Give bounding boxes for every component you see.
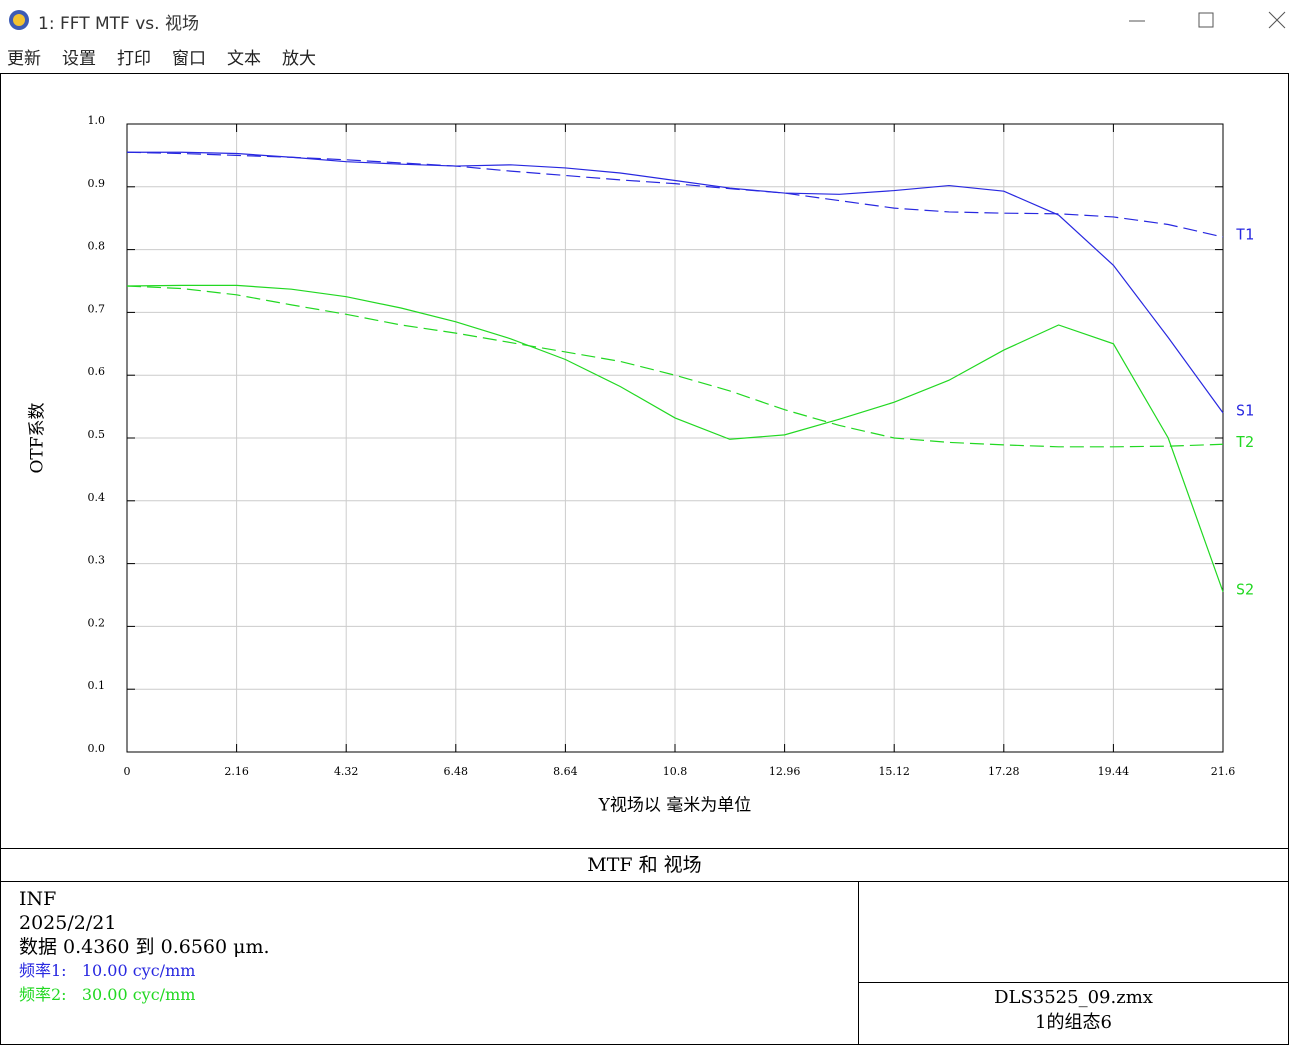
title-bar: 1: FFT MTF vs. 视场 xyxy=(0,0,1289,40)
menu-item[interactable]: 更新 xyxy=(7,49,41,69)
y-tick-label: 0.7 xyxy=(88,302,106,315)
series-line xyxy=(127,151,1224,414)
x-tick-label: 19.44 xyxy=(1098,765,1130,778)
x-tick-label: 15.12 xyxy=(878,765,910,778)
y-tick-label: 0.8 xyxy=(88,240,106,253)
menu-item[interactable]: 放大 xyxy=(282,49,316,69)
series-label: T2 xyxy=(1236,433,1254,451)
series-line xyxy=(126,285,1224,448)
chart-frame xyxy=(0,73,1289,849)
menu-item[interactable]: 窗口 xyxy=(172,49,206,69)
x-tick-label: 10.8 xyxy=(663,765,688,778)
frequency-line: 频率1: 10.00 cyc/mm xyxy=(19,961,196,980)
close-button[interactable] xyxy=(1268,11,1286,29)
menu-item[interactable]: 文本 xyxy=(227,49,261,69)
series-label: T1 xyxy=(1236,226,1254,244)
footer: MTF 和 视场 INF 2025/2/21 数据 0.4360 到 0.6560 … xyxy=(0,848,1289,1045)
config: 1的组态6 xyxy=(1035,1012,1112,1033)
y-tick-label: 1.0 xyxy=(88,114,106,127)
y-tick-label: 0.2 xyxy=(88,616,106,629)
x-tick-label: 12.96 xyxy=(769,765,801,778)
y-tick-label: 0.3 xyxy=(88,554,106,567)
menu-item[interactable]: 打印 xyxy=(117,49,151,69)
x-tick-label: 17.28 xyxy=(988,765,1020,778)
series-line xyxy=(126,151,1224,238)
info-line: 数据 0.4360 到 0.6560 μm. xyxy=(19,936,270,958)
y-tick-label: 0.0 xyxy=(88,742,106,755)
info-line: 2025/2/21 xyxy=(19,912,117,934)
window-title: 1: FFT MTF vs. 视场 xyxy=(38,14,199,34)
window-chrome xyxy=(9,10,1286,30)
x-tick-label: 4.32 xyxy=(334,765,359,778)
info-line: INF xyxy=(19,888,57,910)
x-tick-label: 6.48 xyxy=(444,765,469,778)
footer-title: MTF 和 视场 xyxy=(1,849,1288,882)
x-tick-label: 0 xyxy=(124,765,131,778)
file-name: DLS3525_09.zmx xyxy=(994,987,1153,1008)
frequency-line: 频率2: 30.00 cyc/mm xyxy=(19,985,196,1004)
y-tick-label: 0.4 xyxy=(88,491,106,504)
x-axis-label: Y视场以 毫米为单位 xyxy=(598,796,752,816)
x-tick-label: 2.16 xyxy=(224,765,249,778)
y-tick-label: 0.1 xyxy=(88,679,106,692)
x-tick-label: 8.64 xyxy=(553,765,578,778)
series-line xyxy=(126,284,1224,593)
y-axis-label: OTF系数 xyxy=(28,402,48,473)
y-tick-label: 0.6 xyxy=(88,365,106,378)
info-box: INF 2025/2/21 数据 0.4360 到 0.6560 μm. 频率1: 1… xyxy=(1,882,859,1044)
menu-item[interactable]: 设置 xyxy=(62,49,96,69)
series-label: S1 xyxy=(1236,401,1254,419)
file-box: DLS3525_09.zmx 1的组态6 xyxy=(859,982,1288,1045)
maximize-button[interactable] xyxy=(1198,12,1214,28)
chart: 0.0 0.1 0.2 0.3 0.4 0.5 0.6 0.7 0.8 0.9 1.0 0 2.16 4.… xyxy=(0,73,1289,849)
series-label: S2 xyxy=(1236,580,1254,598)
plot-frame xyxy=(126,123,1224,753)
y-tick-label: 0.5 xyxy=(88,428,106,441)
x-tick-label: 21.6 xyxy=(1211,765,1236,778)
menu-bar: 更新 设置 打印 窗口 文本 放大 xyxy=(0,44,330,72)
y-tick-label: 0.9 xyxy=(88,177,106,190)
app-icon-inner xyxy=(13,14,25,26)
